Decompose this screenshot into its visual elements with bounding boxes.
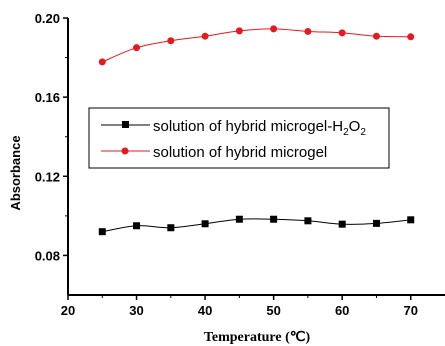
data-point xyxy=(167,37,175,45)
data-point xyxy=(98,228,106,236)
data-point xyxy=(235,215,243,223)
data-point xyxy=(372,32,380,40)
ticks: 0.08 0.12 0.16 0.20 20 30 40 50 60 70 xyxy=(35,11,418,318)
data-point xyxy=(133,44,141,52)
legend-marker-square xyxy=(122,121,129,128)
x-tick-label: 60 xyxy=(335,303,349,318)
data-point xyxy=(270,25,278,33)
x-tick-label: 50 xyxy=(266,303,280,318)
legend-label-h2o2: solution of hybrid microgel-H2O2 xyxy=(153,118,366,138)
legend-label-h2o2-mid: O xyxy=(349,118,361,135)
x-tick-label: 20 xyxy=(61,303,75,318)
x-tick-label: 30 xyxy=(129,303,143,318)
data-point xyxy=(338,220,346,228)
data-point xyxy=(372,219,380,227)
legend-item-microgel: solution of hybrid microgel xyxy=(101,144,327,161)
legend-label-microgel: solution of hybrid microgel xyxy=(153,144,327,161)
data-point xyxy=(270,215,278,223)
legend-label-h2o2-main: solution of hybrid microgel-H xyxy=(153,118,343,135)
legend-box xyxy=(88,107,390,169)
y-axis-title: Absorbance xyxy=(8,135,23,210)
y-tick-label: 0.20 xyxy=(35,11,60,26)
legend-label-h2o2-sub1: 2 xyxy=(343,127,349,138)
data-point xyxy=(407,33,415,41)
legend-item-h2o2: solution of hybrid microgel-H2O2 xyxy=(101,118,366,138)
data-point xyxy=(407,216,415,224)
data-point xyxy=(98,58,106,66)
data-point xyxy=(167,224,175,232)
legend-label-h2o2-sub2: 2 xyxy=(360,127,366,138)
y-tick-label: 0.16 xyxy=(35,90,60,105)
x-tick-label: 70 xyxy=(403,303,417,318)
data-point xyxy=(201,32,209,40)
data-point xyxy=(304,217,312,225)
legend: solution of hybrid microgel-H2O2 solutio… xyxy=(88,107,390,169)
x-tick-label: 40 xyxy=(198,303,212,318)
x-axis-title: Temperature (℃) xyxy=(204,330,311,345)
series-layer xyxy=(98,25,415,236)
data-point xyxy=(133,222,141,230)
series-1 xyxy=(98,25,415,66)
axes xyxy=(67,18,445,296)
data-point xyxy=(304,27,312,35)
data-point xyxy=(201,220,209,228)
y-tick-label: 0.08 xyxy=(35,248,60,263)
series-line xyxy=(102,218,411,233)
legend-marker-circle xyxy=(121,147,129,155)
data-point xyxy=(338,29,346,37)
series-0 xyxy=(98,215,415,236)
y-tick-label: 0.12 xyxy=(35,169,60,184)
series-line xyxy=(102,28,411,63)
data-point xyxy=(235,27,243,35)
